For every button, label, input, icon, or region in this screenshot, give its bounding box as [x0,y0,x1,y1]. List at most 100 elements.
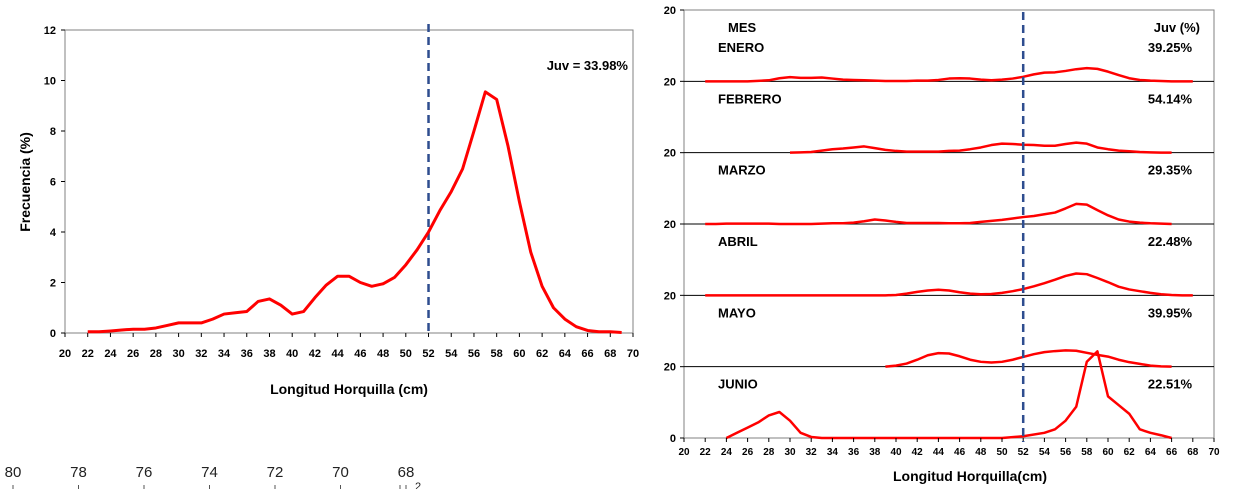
left-x-tick-label: 36 [241,348,253,360]
right-month-label: MARZO [718,163,766,178]
left-y-tick-label: 10 [44,76,56,88]
left-x-tick-label: 26 [127,348,139,360]
stray-axis-label: 68 [398,464,415,481]
right-x-tick-label: 32 [806,447,818,458]
right-x-ticks: 20 22 24 26 28 30 32 34 36 38 40 42 44 46 48 50 52 54 56 58… [678,438,1220,458]
left-x-tick-label: 20 [59,348,71,360]
left-y-axis-title: Frecuencia (%) [17,132,33,232]
right-x-tick-label: 62 [1124,447,1136,458]
left-y-tick-label: 0 [50,328,56,340]
right-y-tick-label: 20 [664,290,676,302]
left-x-tick-label: 40 [286,348,298,360]
right-month-label: MAYO [718,305,756,320]
left-y-tick-label: 4 [50,227,57,239]
left-x-axis-title: Longitud Horquilla (cm) [270,381,428,397]
right-x-tick-label: 66 [1166,447,1178,458]
right-frequency-curve-febrero [789,141,1172,154]
left-y-ticks: 0 2 4 6 8 10 12 [44,25,65,340]
stray-axis-label: 76 [136,464,153,481]
left-x-tick-label: 28 [150,348,162,360]
right-y-tick-label: 20 [664,148,676,160]
left-x-tick-label: 66 [581,348,593,360]
right-x-tick-label: 50 [996,447,1008,458]
left-frequency-curve [87,90,622,334]
right-x-tick-label: 60 [1102,447,1114,458]
right-x-tick-label: 56 [1060,447,1072,458]
left-x-tick-label: 38 [263,348,275,360]
right-x-tick-label: 48 [975,447,987,458]
stray-axis-fragment: 80 78 76 74 72 70 682 [5,464,421,489]
left-x-tick-label: 44 [332,348,345,360]
right-x-tick-label: 58 [1081,447,1093,458]
right-juv-value: 39.25% [1148,40,1193,55]
left-x-tick-label: 62 [536,348,548,360]
right-month-header: MES [728,20,757,35]
right-x-tick-label: 34 [827,447,839,458]
stray-axis-label: 80 [5,464,22,481]
right-x-tick-label: 68 [1187,447,1199,458]
left-y-tick-label: 12 [44,25,56,37]
right-y-tick-label: 20 [664,362,676,374]
left-x-tick-label: 64 [559,348,572,360]
right-month-label: JUNIO [718,377,758,392]
right-x-tick-label: 64 [1145,447,1157,458]
right-y-tick-label: 20 [664,5,676,17]
right-x-tick-label: 26 [742,447,754,458]
left-x-tick-label: 52 [422,348,434,360]
right-frequency-curve-enero [705,66,1193,83]
right-month-panels: 20 20 20 20 20 20 0 ENERO 39.25% FEBRERO 54.14% MAR… [664,5,1214,445]
right-x-tick-label: 24 [721,447,733,458]
right-juv-value: 39.95% [1148,305,1193,320]
right-juv-value: 22.48% [1148,234,1193,249]
right-frequency-curve-abril [705,272,1193,297]
right-y-tick-label: 20 [664,219,676,231]
stray-axis-label: 74 [201,464,218,481]
right-x-axis-title: Longitud Horquilla(cm) [893,468,1047,484]
left-x-tick-label: 54 [445,348,458,360]
left-x-tick-label: 50 [400,348,412,360]
left-x-tick-label: 68 [604,348,616,360]
right-month-label: ENERO [718,40,764,55]
right-x-tick-label: 70 [1208,447,1220,458]
right-juv-value: 54.14% [1148,91,1193,106]
right-juv-value: 22.51% [1148,377,1193,392]
right-month-label: FEBRERO [718,91,782,106]
right-x-tick-label: 40 [890,447,902,458]
stray-axis-label: 2 [415,481,421,489]
right-x-tick-label: 46 [954,447,966,458]
left-x-tick-label: 58 [491,348,503,360]
left-x-tick-label: 60 [513,348,525,360]
right-x-tick-label: 30 [784,447,796,458]
left-x-tick-label: 48 [377,348,389,360]
right-y-tick-label: 0 [670,433,676,445]
left-y-tick-label: 8 [50,126,56,138]
right-x-tick-label: 28 [763,447,775,458]
stray-axis-label: 72 [267,464,284,481]
left-x-tick-label: 70 [627,348,639,360]
right-frequency-curve-marzo [705,202,1172,226]
right-x-tick-label: 36 [848,447,860,458]
right-x-tick-label: 38 [869,447,881,458]
right-x-tick-label: 22 [700,447,712,458]
left-x-tick-label: 32 [195,348,207,360]
left-y-tick-label: 2 [50,278,56,290]
right-x-tick-label: 44 [933,447,945,458]
left-x-tick-label: 22 [82,348,94,360]
right-frequency-curve-mayo [885,349,1172,368]
right-x-tick-label: 42 [912,447,924,458]
left-y-tick-label: 6 [50,177,56,189]
left-x-tick-label: 42 [309,348,321,360]
right-juv-value: 29.35% [1148,163,1193,178]
left-x-ticks: 20 22 24 26 28 30 32 34 36 38 40 42 44 46 48 50 52 54 56 58… [59,333,639,360]
left-x-tick-label: 24 [104,348,117,360]
left-x-tick-label: 46 [354,348,366,360]
right-juv-header: Juv (%) [1154,20,1200,35]
left-juv-annotation: Juv = 33.98% [547,58,629,73]
right-month-label: ABRIL [718,234,758,249]
right-x-tick-label: 54 [1039,447,1051,458]
left-x-tick-label: 34 [218,348,231,360]
left-plot-area [64,29,634,334]
stray-axis-label: 78 [70,464,87,481]
